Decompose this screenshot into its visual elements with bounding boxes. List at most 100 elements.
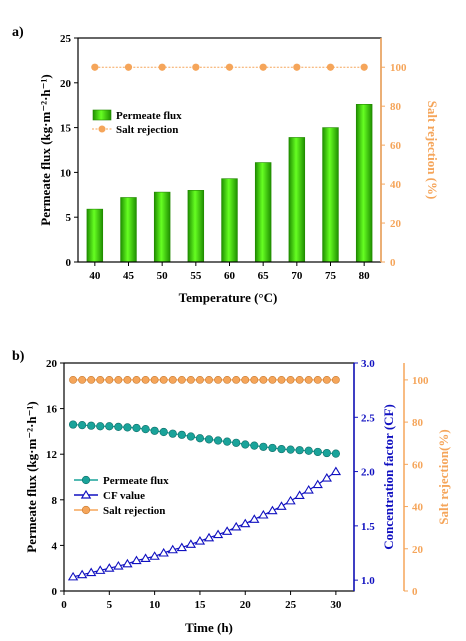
y-tick-label-right-cf: 2.0 — [361, 467, 375, 479]
permeate-flux-point-b — [232, 438, 241, 447]
permeate-flux-point-b — [105, 422, 114, 431]
x-tick-label-b: 20 — [240, 599, 252, 611]
flux-bar — [120, 197, 137, 263]
x-tick-label-a: 65 — [258, 270, 270, 282]
y-tick-label-left-b: 16 — [46, 404, 58, 416]
salt-rejection-point-a — [192, 63, 200, 71]
y-tick-label-left-a: 5 — [66, 212, 72, 224]
chart-a-y-label-right: Salt rejection (%) — [425, 101, 440, 200]
permeate-flux-point-b — [123, 423, 132, 432]
x-tick-label-a: 80 — [359, 270, 371, 282]
x-tick-label-a: 45 — [123, 270, 135, 282]
salt-rejection-point-b — [277, 375, 286, 384]
cf-point-b — [149, 551, 160, 560]
cf-line-b — [72, 471, 337, 578]
flux-bar — [86, 208, 104, 263]
x-tick-label-b: 5 — [107, 599, 113, 611]
permeate-flux-point-b — [213, 436, 223, 445]
permeate-flux-point-b — [87, 421, 96, 430]
y-tick-label-right-a: 0 — [390, 257, 396, 269]
y-tick-label-left-a: 0 — [66, 257, 72, 269]
y-tick-label-right-a: 20 — [390, 218, 402, 230]
permeate-flux-point-b — [186, 432, 195, 441]
permeate-flux-point-b — [168, 429, 177, 438]
cf-point-b — [330, 466, 342, 476]
y-tick-label-right-salt: 60 — [412, 459, 424, 471]
salt-rejection-point-b — [295, 375, 304, 384]
y-tick-label-right-cf: 1.5 — [361, 521, 375, 533]
chart-a-legend: Permeate flux Salt rejection — [92, 109, 182, 136]
y-tick-label-left-a: 10 — [60, 167, 72, 179]
permeate-flux-point-b — [141, 425, 150, 434]
cf-point-b — [276, 501, 287, 510]
chart-a-x-label: Temperature (°C) — [179, 290, 278, 305]
flux-bar — [322, 127, 339, 263]
y-tick-label-right-cf: 3.0 — [361, 358, 375, 370]
salt-rejection-point-a — [225, 63, 234, 71]
salt-rejection-point-a — [293, 63, 301, 71]
salt-rejection-point-a — [124, 63, 133, 71]
cf-point-b — [140, 553, 151, 562]
salt-rejection-point-a — [326, 63, 335, 71]
salt-rejection-point-b — [114, 375, 123, 384]
y-tick-label-right-a: 40 — [390, 179, 402, 191]
salt-rejection-point-b — [105, 375, 114, 384]
flux-bar — [221, 178, 238, 263]
salt-rejection-point-b — [186, 375, 195, 384]
legend-b-cf-label: CF value — [103, 490, 145, 502]
salt-rejection-point-b — [69, 375, 77, 384]
permeate-flux-point-b — [114, 422, 123, 431]
x-tick-label-a: 75 — [325, 270, 337, 282]
y-tick-label-left-b: 20 — [46, 358, 58, 370]
cf-point-b — [95, 565, 106, 574]
permeate-flux-point-b — [68, 420, 78, 429]
cf-point-b — [203, 532, 215, 542]
legend-b-permeate-marker — [81, 475, 91, 485]
permeate-flux-point-b — [159, 427, 168, 437]
salt-rejection-point-b — [214, 375, 222, 384]
salt-rejection-point-b — [96, 375, 105, 384]
permeate-flux-point-b — [331, 449, 340, 458]
legend-a-salt-marker — [98, 125, 106, 133]
cf-point-b — [86, 567, 97, 577]
cf-point-b — [312, 479, 323, 489]
y-tick-label-right-salt: 20 — [412, 544, 424, 556]
permeate-flux-point-b — [277, 444, 286, 454]
salt-rejection-point-a — [158, 63, 166, 71]
salt-rejection-point-b — [304, 375, 313, 384]
chart-a-y-label-left: Permeate flux (kg·m⁻²·h⁻¹) — [38, 74, 53, 226]
x-tick-label-b: 0 — [61, 599, 67, 611]
x-tick-label-b: 10 — [149, 599, 161, 611]
permeate-flux-point-b — [304, 446, 313, 455]
permeate-flux-point-b — [268, 443, 277, 453]
y-tick-label-right-salt: 0 — [412, 586, 418, 598]
permeate-flux-point-b — [177, 430, 186, 439]
salt-rejection-point-b — [123, 375, 132, 384]
chart-b-y-label-left: Permeate flux (kg·m⁻²·h⁻¹) — [24, 401, 39, 553]
flux-bar — [187, 190, 205, 263]
flux-bar — [153, 191, 171, 263]
y-tick-label-right-salt: 40 — [412, 502, 424, 514]
y-tick-label-left-b: 0 — [52, 586, 58, 598]
salt-rejection-point-a — [91, 63, 99, 71]
y-tick-label-right-a: 80 — [390, 101, 402, 113]
x-tick-label-a: 40 — [89, 270, 101, 282]
salt-rejection-point-b — [223, 375, 232, 384]
y-tick-label-left-a: 15 — [60, 123, 72, 135]
salt-rejection-point-b — [268, 375, 277, 384]
salt-rejection-point-b — [232, 375, 241, 384]
permeate-flux-point-b — [259, 442, 268, 451]
cf-point-b — [285, 495, 296, 505]
permeate-flux-point-b — [96, 422, 105, 431]
legend-a-permeate-swatch — [92, 109, 112, 121]
permeate-flux-point-b — [78, 421, 87, 430]
salt-rejection-point-b — [132, 375, 141, 384]
cf-point-b — [104, 563, 115, 572]
salt-rejection-point-b — [150, 375, 159, 384]
permeate-flux-point-b — [313, 447, 322, 457]
cf-point-b — [258, 509, 269, 519]
permeate-flux-point-b — [241, 440, 250, 449]
permeate-flux-point-b — [322, 448, 331, 458]
salt-rejection-point-b — [177, 375, 186, 384]
permeate-flux-point-b — [150, 426, 159, 435]
